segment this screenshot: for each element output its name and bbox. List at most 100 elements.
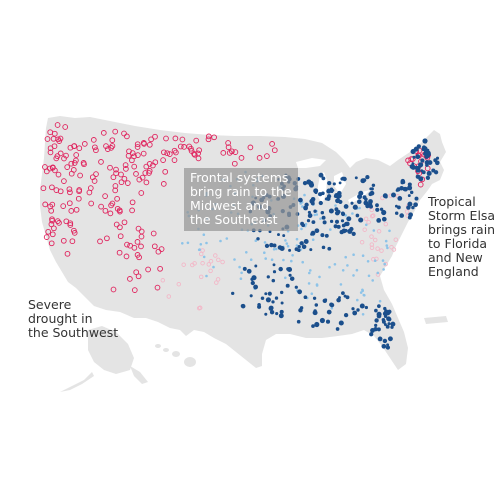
- wet-station-marker: [407, 182, 412, 187]
- wet-station-marker: [304, 202, 309, 207]
- wet-station-marker: [427, 160, 433, 166]
- dry-station-marker: [124, 133, 130, 140]
- dry-station-marker: [152, 133, 158, 140]
- wet-station-marker: [205, 241, 208, 245]
- dry-station-marker: [91, 178, 98, 184]
- wet-station-marker: [306, 179, 312, 185]
- wet-station-marker: [272, 263, 276, 267]
- wet-station-marker: [382, 338, 388, 344]
- wet-station-marker: [395, 188, 399, 192]
- dry-station-marker: [118, 179, 125, 186]
- wet-station-marker: [279, 309, 284, 314]
- wet-station-marker: [381, 319, 386, 324]
- wet-station-marker: [425, 154, 429, 158]
- wet-station-marker: [352, 253, 355, 256]
- wet-station-marker: [289, 276, 295, 281]
- dry-station-marker: [134, 239, 141, 245]
- dry-station-marker: [49, 217, 56, 224]
- dry-station-marker: [139, 174, 146, 181]
- wet-station-marker: [319, 217, 322, 220]
- wet-station-marker: [326, 194, 332, 199]
- wet-station-marker: [249, 294, 253, 298]
- wet-station-marker: [335, 327, 340, 331]
- wet-station-marker: [385, 345, 391, 350]
- wet-station-marker: [435, 156, 440, 160]
- wet-station-marker: [267, 291, 272, 296]
- dry-station-marker: [47, 165, 53, 172]
- dry-station-marker: [90, 137, 97, 143]
- wet-station-marker: [368, 204, 374, 209]
- wet-station-marker: [336, 224, 341, 229]
- wet-station-marker: [414, 196, 419, 201]
- dry-station-marker: [108, 145, 114, 151]
- wet-station-marker: [387, 336, 393, 342]
- lake-superior: [296, 158, 326, 168]
- wet-station-marker: [361, 313, 365, 316]
- dry-station-marker: [51, 225, 57, 232]
- wet-station-marker: [295, 237, 299, 241]
- wet-station-marker: [346, 264, 349, 267]
- dry-station-marker: [112, 183, 119, 189]
- dry-station-marker: [172, 135, 179, 142]
- dry-station-marker: [117, 224, 123, 231]
- wet-station-marker: [387, 309, 392, 314]
- wet-station-marker: [245, 251, 248, 254]
- wet-station-marker: [336, 197, 340, 202]
- wet-station-marker: [413, 202, 418, 208]
- wet-station-marker: [334, 210, 340, 216]
- dry-station-marker: [67, 222, 74, 228]
- wet-station-marker: [410, 149, 416, 155]
- wet-station-marker: [266, 275, 270, 279]
- wet-station-marker: [416, 169, 421, 173]
- wet-station-marker: [388, 229, 391, 233]
- hawaii-maui: [172, 351, 180, 357]
- dry-station-marker: [124, 241, 130, 248]
- wet-station-marker: [371, 183, 376, 188]
- dry-station-marker: [140, 150, 147, 157]
- dry-station-marker: [48, 240, 55, 247]
- wet-station-marker: [288, 248, 292, 252]
- dry-station-marker: [192, 261, 197, 266]
- dry-station-marker: [100, 130, 107, 136]
- wet-station-marker: [312, 310, 318, 316]
- wet-station-marker: [278, 313, 284, 319]
- wet-station-marker: [329, 219, 334, 224]
- wet-station-marker: [344, 255, 348, 259]
- dry-station-marker: [107, 164, 113, 171]
- wet-station-marker: [365, 174, 370, 180]
- wet-station-marker: [318, 200, 323, 206]
- wet-station-marker: [379, 207, 384, 211]
- wet-station-marker: [250, 277, 254, 282]
- wet-station-marker: [198, 248, 201, 251]
- wet-station-marker: [414, 165, 419, 170]
- dry-station-marker: [88, 200, 95, 207]
- dry-station-marker: [145, 266, 151, 273]
- dry-station-marker: [113, 166, 119, 173]
- wet-station-marker: [321, 176, 326, 181]
- dry-station-marker: [114, 195, 120, 202]
- dry-station-marker: [64, 250, 71, 257]
- wet-station-marker: [333, 194, 338, 198]
- wet-station-marker: [286, 266, 293, 273]
- dry-station-marker: [138, 233, 145, 240]
- dry-station-marker: [166, 294, 172, 299]
- dry-station-marker: [42, 164, 48, 170]
- dry-station-marker: [208, 258, 214, 264]
- wet-station-marker: [297, 245, 301, 249]
- wet-station-marker: [338, 181, 342, 185]
- dry-station-marker: [61, 178, 67, 184]
- dry-station-marker: [366, 219, 371, 225]
- wet-station-marker: [425, 175, 431, 180]
- wet-station-marker: [299, 241, 304, 246]
- wet-station-marker: [253, 284, 259, 290]
- dry-station-marker: [45, 228, 52, 235]
- wet-station-marker: [368, 199, 373, 204]
- dry-station-marker: [216, 257, 221, 263]
- wet-station-marker: [329, 302, 335, 308]
- wet-station-marker: [327, 246, 332, 251]
- wet-station-marker: [219, 239, 222, 243]
- wet-station-marker: [336, 193, 342, 199]
- wet-station-marker: [318, 275, 321, 279]
- wet-station-marker: [269, 310, 275, 315]
- dry-station-marker: [98, 203, 104, 210]
